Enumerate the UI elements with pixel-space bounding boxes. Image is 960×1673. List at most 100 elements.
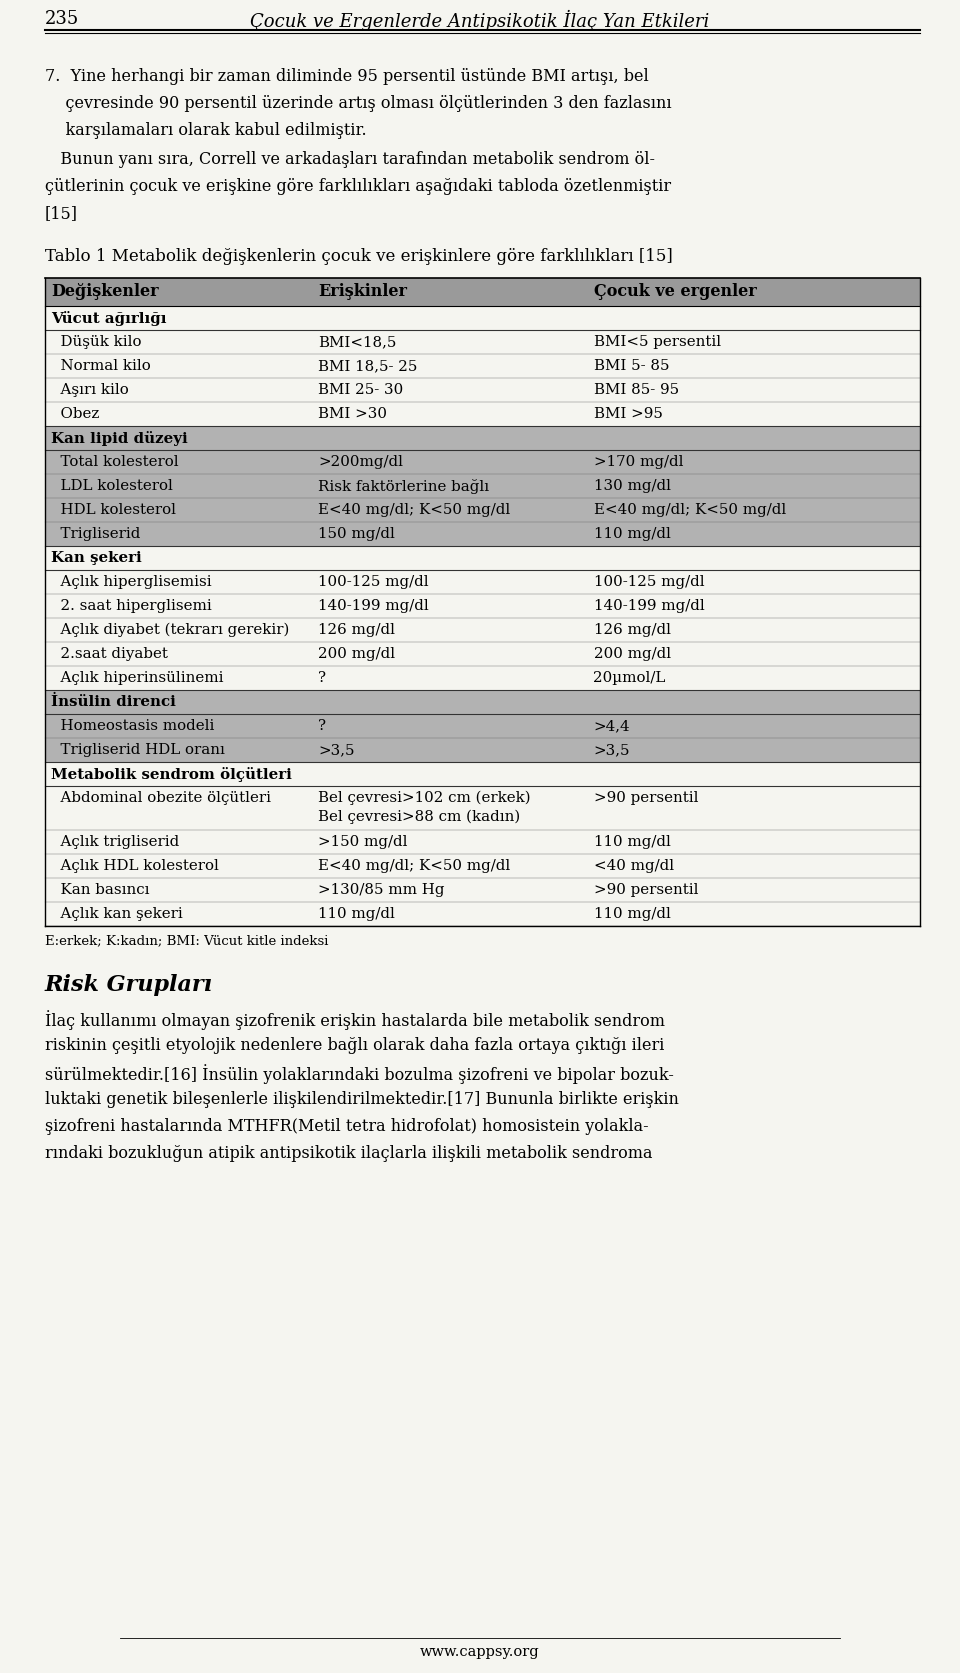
Text: BMI<18,5: BMI<18,5 (318, 335, 396, 350)
Text: >90 persentil: >90 persentil (593, 883, 698, 897)
Bar (45, 378, 920, 402)
Text: rındaki bozukluğun atipik antipsikotik ilaçlarla ilişkili metabolik sendroma: rındaki bozukluğun atipik antipsikotik i… (45, 1144, 653, 1163)
Text: Çocuk ve ergenler: Çocuk ve ergenler (593, 283, 756, 299)
Text: LDL kolesterol: LDL kolesterol (51, 478, 173, 494)
Text: Değişkenler: Değişkenler (51, 283, 158, 299)
Text: E<40 mg/dl; K<50 mg/dl: E<40 mg/dl; K<50 mg/dl (318, 858, 510, 873)
Text: 200 mg/dl: 200 mg/dl (593, 647, 671, 661)
Bar (45, 666, 920, 689)
Text: >200mg/dl: >200mg/dl (318, 455, 403, 468)
Bar (45, 450, 920, 473)
Text: çevresinde 90 persentil üzerinde artış olması ölçütlerinden 3 den fazlasını: çevresinde 90 persentil üzerinde artış o… (45, 95, 672, 112)
Text: >170 mg/dl: >170 mg/dl (593, 455, 683, 468)
Bar (45, 306, 920, 330)
Bar (45, 473, 920, 499)
Text: 100-125 mg/dl: 100-125 mg/dl (593, 576, 704, 589)
Text: 140-199 mg/dl: 140-199 mg/dl (318, 599, 428, 612)
Text: şizofreni hastalarında MTHFR(Metil tetra hidrofolat) homosistein yolakla-: şizofreni hastalarında MTHFR(Metil tetra… (45, 1118, 649, 1134)
Text: <40 mg/dl: <40 mg/dl (593, 858, 674, 873)
Text: BMI 85- 95: BMI 85- 95 (593, 383, 679, 397)
Bar (45, 499, 920, 522)
Text: BMI<5 persentil: BMI<5 persentil (593, 335, 721, 350)
Text: çütlerinin çocuk ve erişkine göre farklılıkları aşağıdaki tabloda özetlenmiştir: çütlerinin çocuk ve erişkine göre farklı… (45, 177, 671, 196)
Text: >3,5: >3,5 (318, 743, 354, 756)
Text: ?: ? (318, 719, 325, 733)
Text: 2.saat diyabet: 2.saat diyabet (51, 647, 168, 661)
Text: >150 mg/dl: >150 mg/dl (318, 835, 407, 848)
Bar (45, 570, 920, 594)
Bar (45, 594, 920, 617)
Text: [15]: [15] (45, 206, 78, 223)
Text: Risk Grupları: Risk Grupları (45, 974, 213, 995)
Bar (45, 617, 920, 642)
Bar (45, 545, 920, 570)
Text: www.cappsy.org: www.cappsy.org (420, 1645, 540, 1660)
Text: Açlık kan şekeri: Açlık kan şekeri (51, 907, 182, 922)
Text: 140-199 mg/dl: 140-199 mg/dl (593, 599, 705, 612)
Text: Kan basıncı: Kan basıncı (51, 883, 150, 897)
Text: İnsülin direnci: İnsülin direnci (51, 694, 176, 709)
Bar (45, 761, 920, 786)
Bar (45, 689, 920, 714)
Text: 110 mg/dl: 110 mg/dl (593, 835, 670, 848)
Text: 200 mg/dl: 200 mg/dl (318, 647, 395, 661)
Text: 2. saat hiperglisemi: 2. saat hiperglisemi (51, 599, 212, 612)
Text: 110 mg/dl: 110 mg/dl (593, 527, 670, 540)
Text: E<40 mg/dl; K<50 mg/dl: E<40 mg/dl; K<50 mg/dl (318, 504, 510, 517)
Bar (45, 522, 920, 545)
Bar (45, 878, 920, 902)
Text: Kan şekeri: Kan şekeri (51, 550, 142, 565)
Text: 110 mg/dl: 110 mg/dl (593, 907, 670, 922)
Text: İlaç kullanımı olmayan şizofrenik erişkin hastalarda bile metabolik sendrom: İlaç kullanımı olmayan şizofrenik erişki… (45, 1010, 665, 1031)
Text: 130 mg/dl: 130 mg/dl (593, 478, 670, 494)
Text: Abdominal obezite ölçütleri: Abdominal obezite ölçütleri (51, 791, 271, 805)
Bar (45, 427, 920, 450)
Bar (45, 714, 920, 738)
Text: Erişkinler: Erişkinler (318, 283, 407, 299)
Bar (45, 642, 920, 666)
Text: Obez: Obez (51, 407, 99, 422)
Text: karşılamaları olarak kabul edilmiştir.: karşılamaları olarak kabul edilmiştir. (45, 122, 367, 139)
Text: HDL kolesterol: HDL kolesterol (51, 504, 176, 517)
Bar (45, 330, 920, 355)
Text: >90 persentil: >90 persentil (593, 791, 698, 805)
Text: Homeostasis modeli: Homeostasis modeli (51, 719, 214, 733)
Text: BMI 5- 85: BMI 5- 85 (593, 360, 669, 373)
Text: BMI >30: BMI >30 (318, 407, 387, 422)
Text: Açlık hiperinsülinemi: Açlık hiperinsülinemi (51, 671, 224, 684)
Text: 150 mg/dl: 150 mg/dl (318, 527, 395, 540)
Text: 126 mg/dl: 126 mg/dl (318, 622, 395, 637)
Bar (45, 355, 920, 378)
Text: Trigliserid HDL oranı: Trigliserid HDL oranı (51, 743, 225, 756)
Text: Açlık trigliserid: Açlık trigliserid (51, 835, 180, 848)
Text: Açlık diyabet (tekrarı gerekir): Açlık diyabet (tekrarı gerekir) (51, 622, 289, 637)
Text: 100-125 mg/dl: 100-125 mg/dl (318, 576, 428, 589)
Text: Bel çevresi>102 cm (erkek): Bel çevresi>102 cm (erkek) (318, 791, 530, 805)
Text: 235: 235 (45, 10, 80, 28)
Text: >130/85 mm Hg: >130/85 mm Hg (318, 883, 444, 897)
Bar (45, 830, 920, 853)
Text: riskinin çeşitli etyolojik nedenlere bağlı olarak daha fazla ortaya çıktığı iler: riskinin çeşitli etyolojik nedenlere bağ… (45, 1037, 664, 1054)
Text: 126 mg/dl: 126 mg/dl (593, 622, 670, 637)
Text: 20µmol/L: 20µmol/L (593, 671, 666, 684)
Text: Bunun yanı sıra, Correll ve arkadaşları tarafından metabolik sendrom öl-: Bunun yanı sıra, Correll ve arkadaşları … (45, 151, 655, 167)
Text: Normal kilo: Normal kilo (51, 360, 151, 373)
Text: Aşırı kilo: Aşırı kilo (51, 383, 129, 397)
Text: Düşük kilo: Düşük kilo (51, 335, 141, 350)
Text: Bel çevresi>88 cm (kadın): Bel çevresi>88 cm (kadın) (318, 810, 520, 825)
Text: Açlık HDL kolesterol: Açlık HDL kolesterol (51, 858, 219, 873)
Bar (45, 853, 920, 878)
Bar (45, 902, 920, 925)
Text: Vücut ağırlığı: Vücut ağırlığı (51, 311, 166, 326)
Bar (45, 738, 920, 761)
Text: Risk faktörlerine bağlı: Risk faktörlerine bağlı (318, 478, 489, 494)
Text: BMI 25- 30: BMI 25- 30 (318, 383, 403, 397)
Text: >4,4: >4,4 (593, 719, 630, 733)
Text: Çocuk ve Ergenlerde Antipsikotik İlaç Yan Etkileri: Çocuk ve Ergenlerde Antipsikotik İlaç Ya… (251, 10, 709, 32)
Text: Açlık hiperglisemisi: Açlık hiperglisemisi (51, 576, 211, 589)
Text: ?: ? (318, 671, 325, 684)
Text: 7.  Yine herhangi bir zaman diliminde 95 persentil üstünde BMI artışı, bel: 7. Yine herhangi bir zaman diliminde 95 … (45, 69, 649, 85)
Text: E<40 mg/dl; K<50 mg/dl: E<40 mg/dl; K<50 mg/dl (593, 504, 785, 517)
Text: Trigliserid: Trigliserid (51, 527, 140, 540)
Text: BMI >95: BMI >95 (593, 407, 662, 422)
